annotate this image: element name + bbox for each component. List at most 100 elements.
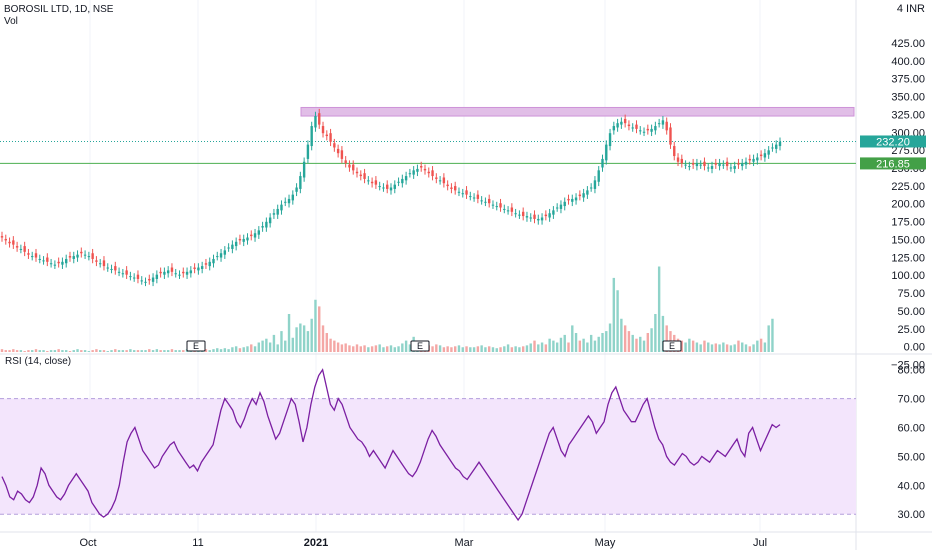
volume-bar	[623, 325, 627, 352]
earnings-marker: E	[662, 340, 682, 352]
volume-bar	[733, 344, 736, 352]
volume-bar	[242, 347, 245, 352]
volume-bar	[601, 333, 604, 352]
volume-bar	[491, 347, 495, 352]
symbol-title: BOROSIL LTD, 1D, NSE	[4, 4, 114, 15]
volume-bar	[287, 314, 291, 352]
candle	[725, 161, 729, 167]
candle	[370, 181, 374, 184]
candle	[487, 198, 491, 204]
volume-bar	[650, 328, 653, 352]
candle	[98, 263, 102, 265]
candle	[650, 128, 653, 132]
candle	[336, 148, 340, 154]
candle	[242, 238, 245, 242]
volume-bar	[752, 344, 755, 352]
candle	[533, 214, 536, 219]
volume-bar	[95, 349, 98, 352]
volume-bar	[72, 350, 75, 352]
candle	[219, 253, 223, 258]
candle	[276, 208, 279, 215]
volume-bar	[544, 344, 548, 352]
candle	[657, 123, 661, 125]
candle	[57, 261, 60, 264]
candle	[129, 276, 132, 278]
volume-bar	[68, 351, 72, 352]
rsi-band	[0, 398, 856, 515]
volume-bar	[627, 331, 631, 352]
volume-bar	[397, 346, 400, 352]
candle	[503, 208, 506, 210]
volume-bar	[559, 337, 563, 352]
volume-bar	[510, 347, 514, 352]
candle	[65, 258, 68, 264]
volume-bar	[548, 338, 551, 352]
volume-bar	[57, 349, 60, 352]
volume-bar	[238, 348, 242, 352]
price-tick-label: 150.00	[891, 234, 925, 246]
volume-bar	[329, 338, 332, 352]
candle	[748, 158, 751, 161]
candle	[340, 150, 344, 159]
volume-bar	[250, 344, 253, 352]
candle	[525, 216, 529, 218]
candle	[642, 131, 646, 133]
candle	[397, 181, 400, 183]
candle	[216, 256, 219, 258]
volume-bar	[612, 277, 616, 352]
volume-bar	[318, 306, 321, 352]
candle	[393, 184, 396, 189]
candle	[106, 267, 109, 269]
candle	[544, 214, 548, 217]
volume-bar	[748, 346, 751, 352]
candle	[718, 163, 721, 167]
price-tick-label: 275.00	[891, 145, 925, 157]
candle	[166, 270, 170, 274]
last-price-badge	[860, 135, 926, 148]
price-tick-label: 425.00	[891, 38, 925, 50]
volume-bar	[344, 343, 347, 352]
earnings-marker-label: E	[669, 341, 675, 351]
candle	[431, 170, 434, 177]
earnings-marker-label: E	[193, 341, 199, 351]
candle	[578, 194, 582, 197]
time-axis[interactable]: Oct 11 2021 Mar May Jul	[79, 537, 767, 549]
volume-bar	[571, 325, 574, 352]
candle	[582, 193, 585, 198]
volume-bar	[552, 340, 555, 352]
candle	[710, 166, 714, 169]
candle	[518, 214, 521, 216]
candle	[416, 168, 419, 172]
candle	[344, 160, 347, 164]
candle	[427, 171, 430, 174]
candle	[778, 141, 782, 147]
volume-bar	[212, 349, 215, 352]
volume-bar	[703, 340, 706, 352]
earnings-marker: E	[410, 340, 430, 352]
price-tick-label: 225.00	[891, 181, 925, 193]
volume-bar	[631, 334, 634, 352]
price-axis[interactable]: 425.00400.00375.00350.00325.00300.00275.…	[860, 3, 926, 521]
candle	[268, 217, 272, 224]
volume-bar	[404, 340, 408, 352]
volume-bar	[295, 327, 298, 352]
volume-bar	[461, 347, 464, 352]
candle	[733, 166, 736, 169]
volume-bar	[635, 338, 638, 352]
volume-bar	[4, 350, 7, 352]
volume-bar	[563, 334, 566, 352]
volume-bar	[499, 347, 502, 352]
volume-bar	[31, 350, 34, 352]
volume-bar	[125, 350, 128, 352]
volume-bar	[476, 346, 480, 352]
volume-bar	[382, 347, 385, 352]
volume-bar	[401, 343, 404, 352]
candle	[741, 163, 744, 167]
candle	[148, 278, 151, 281]
candle	[442, 177, 446, 184]
volume-bar	[272, 334, 276, 352]
candle	[261, 226, 264, 228]
volume-bar	[352, 346, 355, 352]
candle	[4, 238, 7, 241]
